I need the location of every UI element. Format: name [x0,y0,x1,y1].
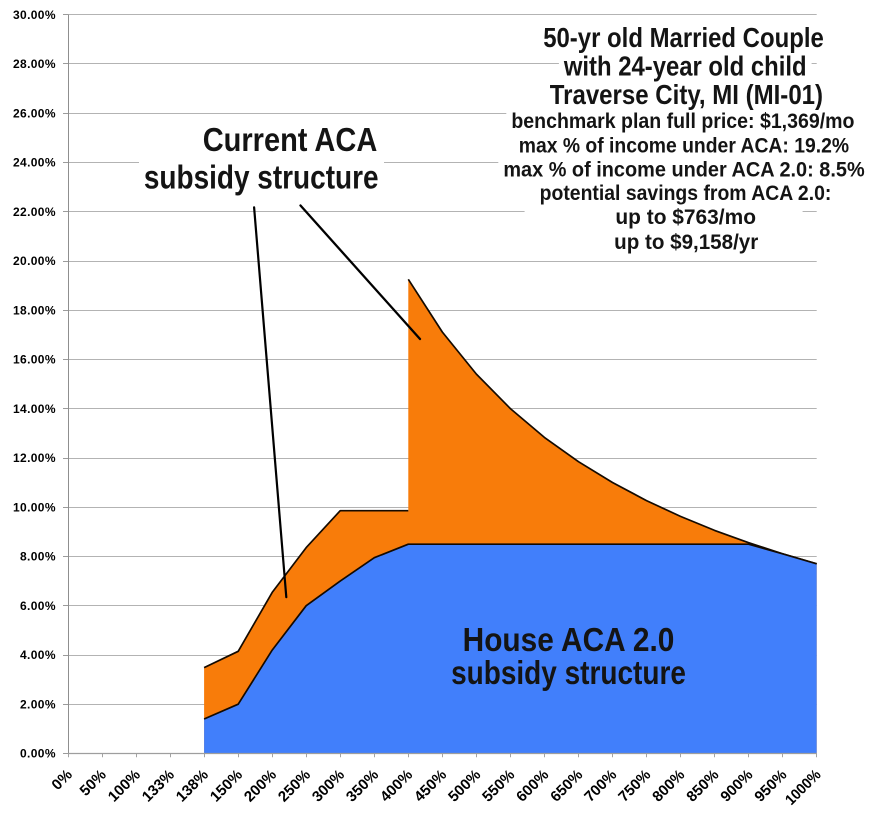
svg-text:Traverse City, MI (MI-01): Traverse City, MI (MI-01) [550,79,823,110]
svg-text:max % of income under ACA 2.0:: max % of income under ACA 2.0: 8.5% [503,159,865,182]
svg-text:max % of income under ACA: 19.: max % of income under ACA: 19.2% [519,134,850,157]
svg-text:30.00%: 30.00% [13,8,56,22]
svg-text:20.00%: 20.00% [13,254,56,268]
svg-text:subsidy structure: subsidy structure [451,655,686,692]
svg-text:16.00%: 16.00% [13,353,56,367]
svg-text:26.00%: 26.00% [13,106,56,120]
svg-text:4.00%: 4.00% [20,648,56,662]
svg-text:0.00%: 0.00% [20,747,56,761]
svg-text:Current ACA: Current ACA [203,122,378,159]
svg-text:14.00%: 14.00% [13,402,56,416]
svg-text:up to $763/mo: up to $763/mo [615,206,756,229]
svg-text:12.00%: 12.00% [13,451,56,465]
svg-text:2.00%: 2.00% [20,697,56,711]
svg-text:24.00%: 24.00% [13,156,56,170]
svg-text:up to $9,158/yr: up to $9,158/yr [614,231,758,254]
svg-text:with 24-year old child: with 24-year old child [563,50,807,81]
svg-text:6.00%: 6.00% [20,599,56,613]
svg-text:18.00%: 18.00% [13,303,56,317]
svg-text:28.00%: 28.00% [13,57,56,71]
svg-text:potential savings from ACA 2.0: potential savings from ACA 2.0: [540,182,832,205]
svg-text:10.00%: 10.00% [13,500,56,514]
svg-text:benchmark plan full price: $1,: benchmark plan full price: $1,369/mo [511,110,854,133]
svg-text:House ACA 2.0: House ACA 2.0 [463,622,675,659]
svg-text:50-yr old Married Couple: 50-yr old Married Couple [543,22,824,53]
svg-text:22.00%: 22.00% [13,205,56,219]
svg-text:subsidy structure: subsidy structure [144,160,379,197]
svg-text:8.00%: 8.00% [20,550,56,564]
